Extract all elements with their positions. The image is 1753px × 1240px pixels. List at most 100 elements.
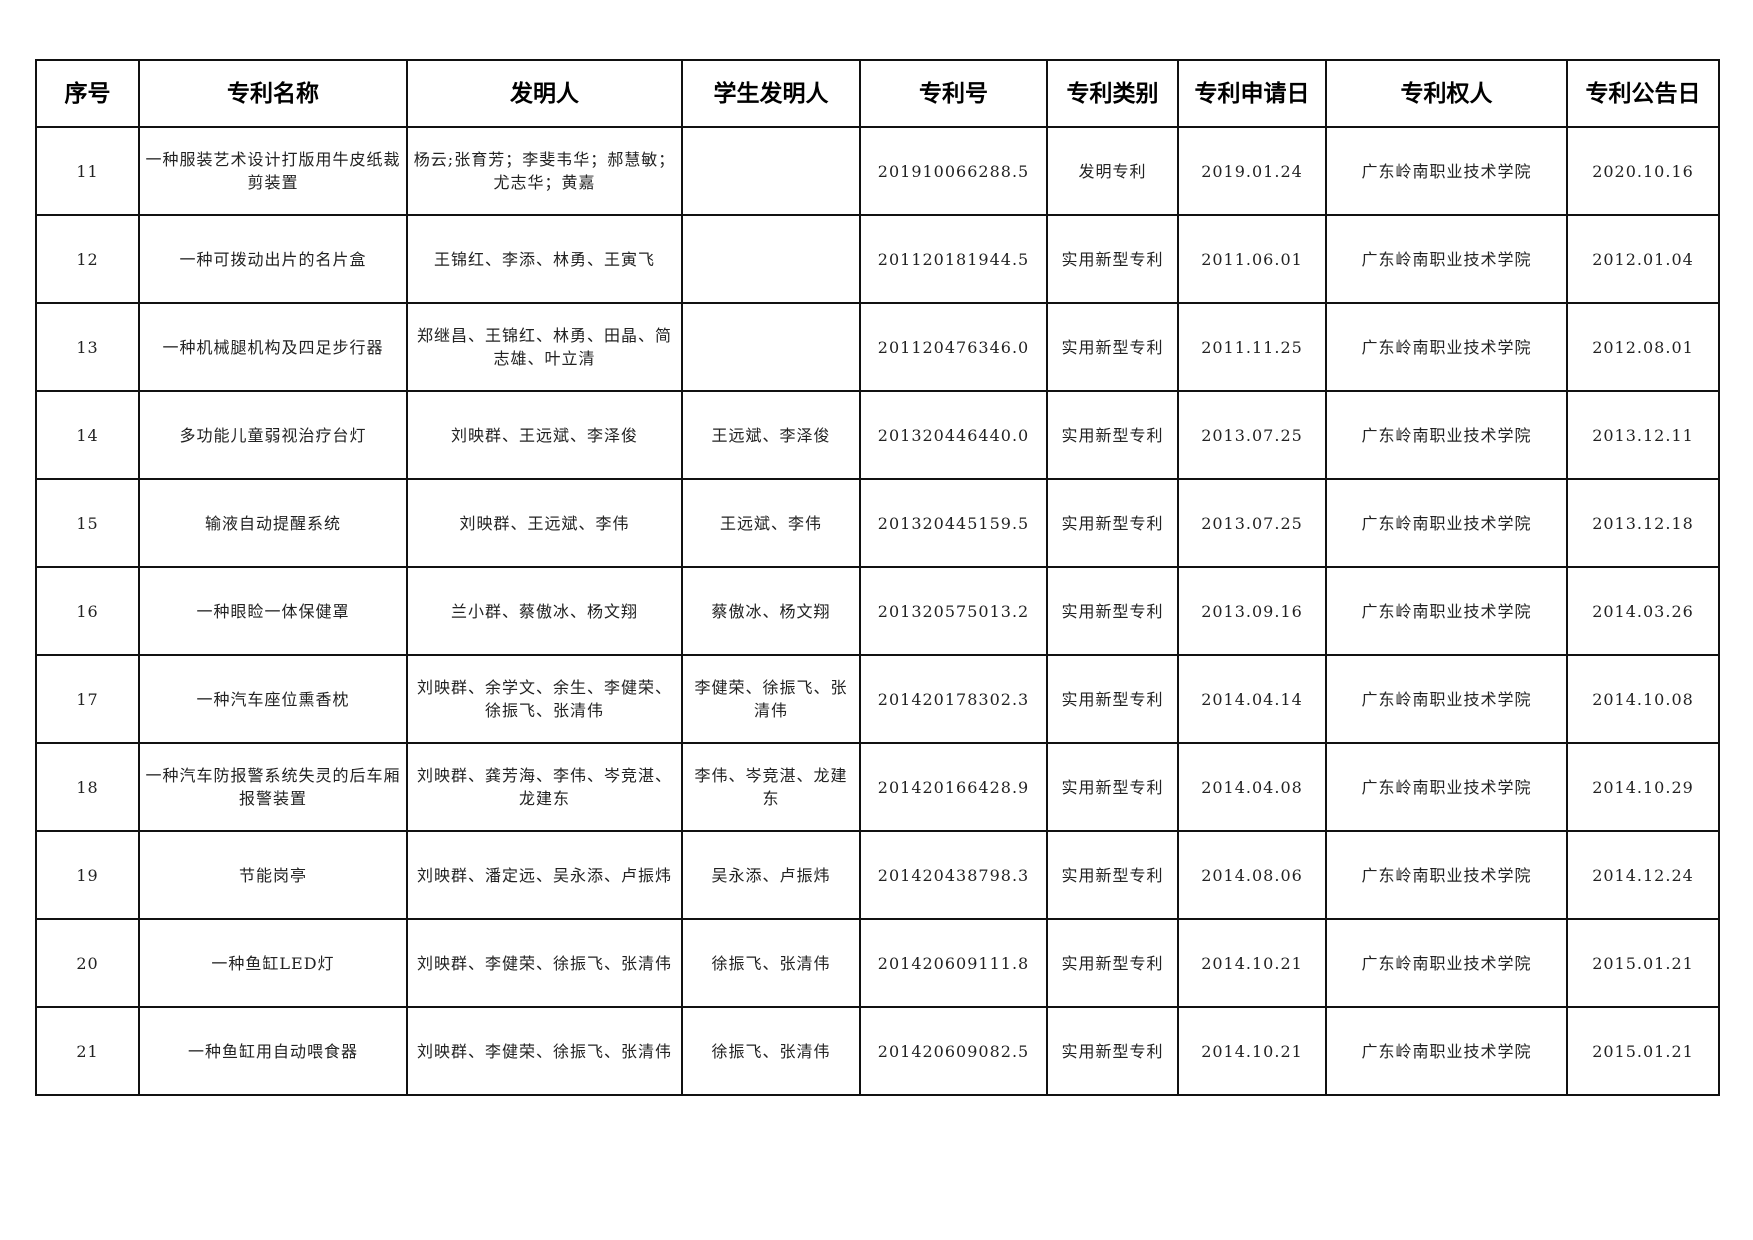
cell-announcement-date: 2014.03.26 [1566,566,1720,656]
cell-inventors: 郑继昌、王锦红、林勇、田晶、简志雄、叶立清 [406,302,683,392]
cell-application-date: 2011.11.25 [1177,302,1327,392]
cell-patent-number: 201910066288.5 [859,126,1048,216]
cell-application-date: 2019.01.24 [1177,126,1327,216]
cell-patent-type: 发明专利 [1046,126,1179,216]
cell-patent-name: 节能岗亭 [138,830,408,920]
cell-announcement-date: 2012.01.04 [1566,214,1720,304]
cell-patent-name: 一种机械腿机构及四足步行器 [138,302,408,392]
cell-announcement-date: 2013.12.18 [1566,478,1720,568]
cell-patentee: 广东岭南职业技术学院 [1325,742,1568,832]
cell-announcement-date: 2013.12.11 [1566,390,1720,480]
cell-patent-number: 201320446440.0 [859,390,1048,480]
cell-student-inventors: 徐振飞、张清伟 [681,1006,861,1096]
cell-patent-type: 实用新型专利 [1046,390,1179,480]
table-row: 21 一种鱼缸用自动喂食器 刘映群、李健荣、徐振飞、张清伟 徐振飞、张清伟 201420… [35,1006,1720,1096]
cell-serial-number: 21 [35,1006,140,1096]
column-header-serial-number: 序号 [35,59,140,128]
cell-application-date: 2013.07.25 [1177,390,1327,480]
cell-inventors: 刘映群、王远斌、李泽俊 [406,390,683,480]
cell-patentee: 广东岭南职业技术学院 [1325,1006,1568,1096]
cell-patent-name: 多功能儿童弱视治疗台灯 [138,390,408,480]
cell-patent-name: 一种眼睑一体保健罩 [138,566,408,656]
cell-patent-number: 201420609082.5 [859,1006,1048,1096]
column-header-patent-type: 专利类别 [1046,59,1179,128]
cell-application-date: 2014.08.06 [1177,830,1327,920]
cell-serial-number: 19 [35,830,140,920]
cell-student-inventors: 李伟、岑竞湛、龙建东 [681,742,861,832]
table-row: 12 一种可拨动出片的名片盒 王锦红、李添、林勇、王寅飞 201120181944.5… [35,214,1720,304]
cell-student-inventors: 李健荣、徐振飞、张清伟 [681,654,861,744]
cell-serial-number: 12 [35,214,140,304]
cell-patent-type: 实用新型专利 [1046,1006,1179,1096]
column-header-patent-number: 专利号 [859,59,1048,128]
cell-patentee: 广东岭南职业技术学院 [1325,214,1568,304]
cell-announcement-date: 2020.10.16 [1566,126,1720,216]
cell-announcement-date: 2012.08.01 [1566,302,1720,392]
cell-application-date: 2013.09.16 [1177,566,1327,656]
cell-patent-type: 实用新型专利 [1046,830,1179,920]
cell-patent-type: 实用新型专利 [1046,214,1179,304]
cell-patent-number: 201120476346.0 [859,302,1048,392]
cell-student-inventors [681,302,861,392]
cell-student-inventors: 蔡傲冰、杨文翔 [681,566,861,656]
cell-patent-number: 201420438798.3 [859,830,1048,920]
cell-announcement-date: 2014.10.08 [1566,654,1720,744]
cell-announcement-date: 2015.01.21 [1566,918,1720,1008]
cell-patentee: 广东岭南职业技术学院 [1325,302,1568,392]
cell-inventors: 兰小群、蔡傲冰、杨文翔 [406,566,683,656]
cell-inventors: 王锦红、李添、林勇、王寅飞 [406,214,683,304]
cell-announcement-date: 2015.01.21 [1566,1006,1720,1096]
cell-serial-number: 18 [35,742,140,832]
cell-patent-type: 实用新型专利 [1046,918,1179,1008]
cell-inventors: 刘映群、余学文、余生、李健荣、徐振飞、张清伟 [406,654,683,744]
cell-patentee: 广东岭南职业技术学院 [1325,654,1568,744]
cell-patent-type: 实用新型专利 [1046,742,1179,832]
cell-student-inventors: 王远斌、李伟 [681,478,861,568]
cell-inventors: 刘映群、王远斌、李伟 [406,478,683,568]
cell-patent-number: 201420609111.8 [859,918,1048,1008]
cell-inventors: 杨云;张育芳；李斐韦华；郝慧敏；尤志华；黄嘉 [406,126,683,216]
column-header-student-inventors: 学生发明人 [681,59,861,128]
cell-patent-name: 一种鱼缸LED灯 [138,918,408,1008]
table-row: 17 一种汽车座位熏香枕 刘映群、余学文、余生、李健荣、徐振飞、张清伟 李健荣、徐振飞… [35,654,1720,744]
cell-student-inventors [681,214,861,304]
cell-patent-number: 201320445159.5 [859,478,1048,568]
table-row: 16 一种眼睑一体保健罩 兰小群、蔡傲冰、杨文翔 蔡傲冰、杨文翔 20132057501… [35,566,1720,656]
cell-announcement-date: 2014.12.24 [1566,830,1720,920]
cell-serial-number: 17 [35,654,140,744]
cell-inventors: 刘映群、李健荣、徐振飞、张清伟 [406,918,683,1008]
cell-inventors: 刘映群、潘定远、吴永添、卢振炜 [406,830,683,920]
column-header-announcement-date: 专利公告日 [1566,59,1720,128]
cell-patent-type: 实用新型专利 [1046,654,1179,744]
table-row: 14 多功能儿童弱视治疗台灯 刘映群、王远斌、李泽俊 王远斌、李泽俊 201320446… [35,390,1720,480]
header-row: 序号 专利名称 发明人 学生发明人 专利号 专利类别 专利申请日 专利权人 专利公告日 [35,59,1720,128]
cell-patent-name: 一种鱼缸用自动喂食器 [138,1006,408,1096]
cell-inventors: 刘映群、龚芳海、李伟、岑竞湛、龙建东 [406,742,683,832]
cell-student-inventors: 王远斌、李泽俊 [681,390,861,480]
patent-table: 序号 专利名称 发明人 学生发明人 专利号 专利类别 专利申请日 专利权人 专利公告日 11 一种… [35,59,1720,1096]
cell-patent-name: 一种服装艺术设计打版用牛皮纸裁剪装置 [138,126,408,216]
cell-patentee: 广东岭南职业技术学院 [1325,566,1568,656]
cell-patent-type: 实用新型专利 [1046,478,1179,568]
cell-patentee: 广东岭南职业技术学院 [1325,478,1568,568]
cell-application-date: 2014.04.14 [1177,654,1327,744]
column-header-patent-name: 专利名称 [138,59,408,128]
table-row: 13 一种机械腿机构及四足步行器 郑继昌、王锦红、林勇、田晶、简志雄、叶立清 2011… [35,302,1720,392]
cell-patent-number: 201120181944.5 [859,214,1048,304]
column-header-patentee: 专利权人 [1325,59,1568,128]
cell-patent-number: 201420178302.3 [859,654,1048,744]
cell-serial-number: 20 [35,918,140,1008]
table-row: 18 一种汽车防报警系统失灵的后车厢报警装置 刘映群、龚芳海、李伟、岑竞湛、龙建东李… [35,742,1720,832]
cell-patentee: 广东岭南职业技术学院 [1325,126,1568,216]
cell-inventors: 刘映群、李健荣、徐振飞、张清伟 [406,1006,683,1096]
cell-patent-type: 实用新型专利 [1046,566,1179,656]
cell-patent-number: 201420166428.9 [859,742,1048,832]
cell-application-date: 2011.06.01 [1177,214,1327,304]
cell-application-date: 2014.10.21 [1177,918,1327,1008]
table-row: 19 节能岗亭 刘映群、潘定远、吴永添、卢振炜 吴永添、卢振炜 201420438798… [35,830,1720,920]
table-body: 11 一种服装艺术设计打版用牛皮纸裁剪装置 杨云;张育芳；李斐韦华；郝慧敏；尤志华；… [35,126,1720,1096]
cell-serial-number: 16 [35,566,140,656]
table-row: 20 一种鱼缸LED灯 刘映群、李健荣、徐振飞、张清伟 徐振飞、张清伟 20142060… [35,918,1720,1008]
cell-serial-number: 14 [35,390,140,480]
table-row: 11 一种服装艺术设计打版用牛皮纸裁剪装置 杨云;张育芳；李斐韦华；郝慧敏；尤志华；… [35,126,1720,216]
